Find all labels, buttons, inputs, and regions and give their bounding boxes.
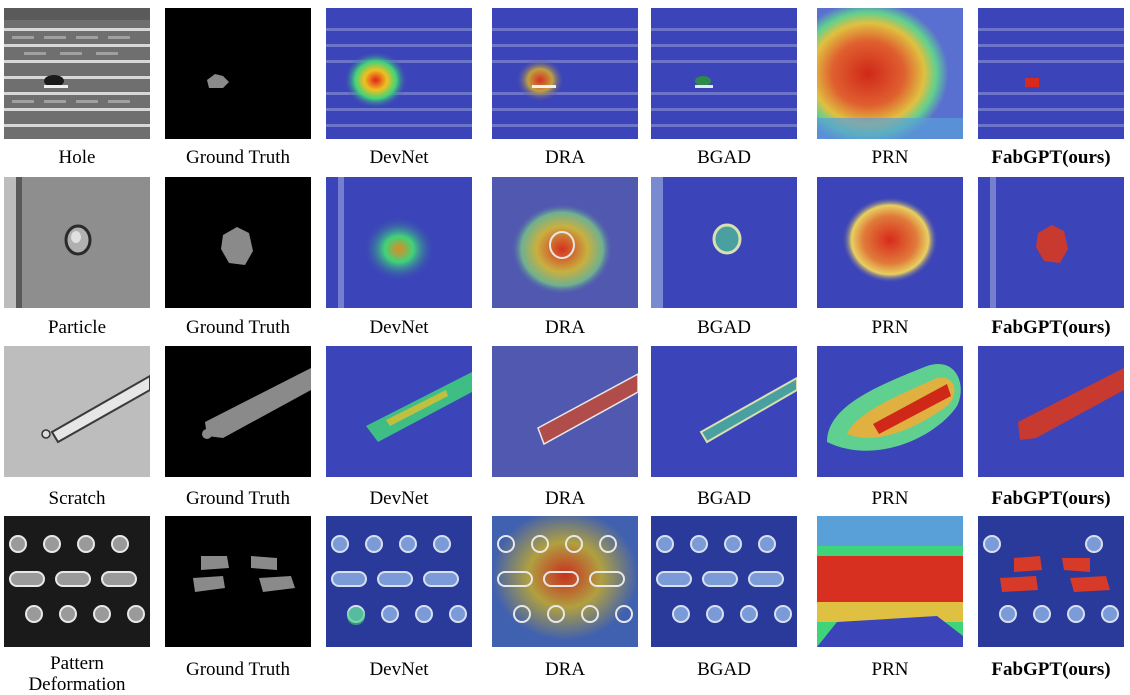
scratch-fabgpt-heatmap: [978, 346, 1124, 477]
particle-dra-heatmap: [492, 177, 638, 308]
scratch-dra-heatmap: [492, 346, 638, 477]
row1-ground-truth-label: Ground Truth: [159, 147, 317, 168]
row4-input-label: Pattern Deformation: [0, 653, 156, 695]
row3-prn-label: PRN: [811, 488, 969, 509]
pattern-deformation-devnet-heatmap: [326, 516, 472, 647]
hole-ground-truth-mask: [165, 8, 311, 139]
row4-devnet-label: DevNet: [320, 659, 478, 680]
hole-dra-heatmap: [492, 8, 638, 139]
pattern-deformation-input-image: [4, 516, 150, 647]
hole-bgad-heatmap: [651, 8, 797, 139]
particle-devnet-heatmap: [326, 177, 472, 308]
row1-input-label: Hole: [0, 147, 156, 168]
scratch-bgad-heatmap: [651, 346, 797, 477]
row4-ground-truth-label: Ground Truth: [159, 659, 317, 680]
row3-ground-truth-label: Ground Truth: [159, 488, 317, 509]
row2-devnet-label: DevNet: [320, 317, 478, 338]
row4-fabgpt-label: FabGPT(ours): [972, 659, 1130, 680]
row4-prn-label: PRN: [811, 659, 969, 680]
particle-fabgpt-heatmap: [978, 177, 1124, 308]
hole-devnet-heatmap: [326, 8, 472, 139]
hole-fabgpt-heatmap: [978, 8, 1124, 139]
row2-prn-label: PRN: [811, 317, 969, 338]
row2-dra-label: DRA: [486, 317, 644, 338]
pattern-deformation-ground-truth-mask: [165, 516, 311, 647]
row3-dra-label: DRA: [486, 488, 644, 509]
pattern-deformation-prn-heatmap: [817, 516, 963, 647]
scratch-devnet-heatmap: [326, 346, 472, 477]
row2-input-label: Particle: [0, 317, 156, 338]
row4-bgad-label: BGAD: [645, 659, 803, 680]
row1-fabgpt-label: FabGPT(ours): [972, 147, 1130, 168]
row3-devnet-label: DevNet: [320, 488, 478, 509]
pattern-deformation-bgad-heatmap: [651, 516, 797, 647]
hole-prn-heatmap: [817, 8, 963, 139]
particle-ground-truth-mask: [165, 177, 311, 308]
row2-bgad-label: BGAD: [645, 317, 803, 338]
row1-prn-label: PRN: [811, 147, 969, 168]
row1-devnet-label: DevNet: [320, 147, 478, 168]
hole-input-image: [4, 8, 150, 139]
scratch-prn-heatmap: [817, 346, 963, 477]
pattern-deformation-dra-heatmap: [492, 516, 638, 647]
row4-dra-label: DRA: [486, 659, 644, 680]
row1-bgad-label: BGAD: [645, 147, 803, 168]
particle-prn-heatmap: [817, 177, 963, 308]
row3-input-label: Scratch: [0, 488, 156, 509]
row3-bgad-label: BGAD: [645, 488, 803, 509]
pattern-deformation-fabgpt-heatmap: [978, 516, 1124, 647]
row1-dra-label: DRA: [486, 147, 644, 168]
row2-ground-truth-label: Ground Truth: [159, 317, 317, 338]
row3-fabgpt-label: FabGPT(ours): [972, 488, 1130, 509]
row2-fabgpt-label: FabGPT(ours): [972, 317, 1130, 338]
scratch-input-image: [4, 346, 150, 477]
scratch-ground-truth-mask: [165, 346, 311, 477]
particle-bgad-heatmap: [651, 177, 797, 308]
particle-input-image: [4, 177, 150, 308]
